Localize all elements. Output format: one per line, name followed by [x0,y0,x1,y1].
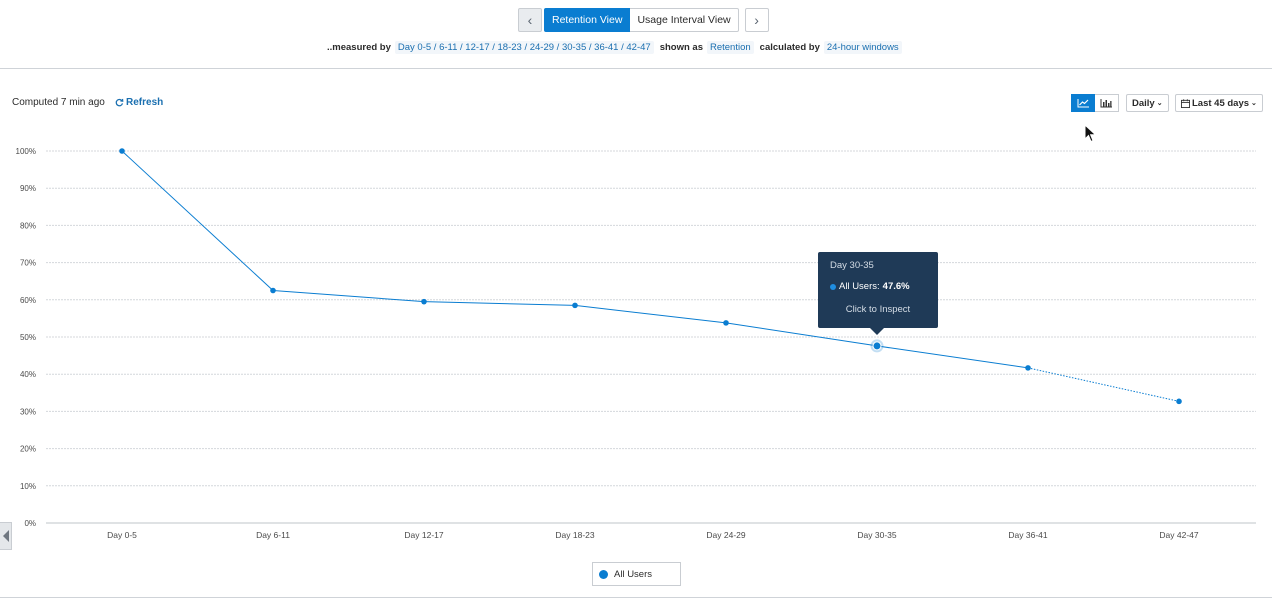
query-summary: ..measured by Day 0-5 / 6-11 / 12-17 / 1… [327,40,908,54]
previous-view-button[interactable]: ‹ [518,8,542,32]
shown-as-selector[interactable]: Retention [706,40,754,54]
date-range-label: Last 45 days [1192,97,1250,109]
panel-collapse-tab[interactable] [0,522,12,550]
series-line-segment [876,345,1029,369]
refresh-icon [115,98,124,107]
data-point [572,302,578,309]
measured-by-label: ..measured by [327,41,391,53]
series-line-segment [725,322,878,347]
y-tick-label: 50% [20,333,36,342]
tooltip-title: Day 30-35 [830,260,874,271]
series-dot-icon [830,283,836,290]
series-points [119,148,1182,405]
tooltip-series-row: All Users: 47.6% [830,281,926,292]
computed-status: Computed 7 min ago [12,97,105,108]
inspect-link[interactable]: Click to Inspect [845,304,911,315]
mouse-cursor-icon [1084,124,1097,143]
y-tick-label: 30% [20,407,36,416]
y-tick-label: 0% [24,519,36,528]
series-line-segment [1027,367,1180,402]
data-point-tooltip[interactable]: Day 30-35 All Users: 47.6% Click to Insp… [818,252,938,335]
line-chart-icon [1077,99,1089,108]
y-tick-label: 80% [20,221,36,230]
data-point [1025,365,1031,371]
chevron-down-icon: ⌄ [1251,100,1257,107]
y-tick-label: 10% [20,482,36,491]
legend-dot-icon [599,569,608,579]
next-view-button[interactable]: › [744,8,769,32]
bar-chart-icon [1100,99,1112,108]
chart-grid [46,150,1256,524]
view-switcher: ‹ Retention View Usage Interval View › [518,8,769,32]
chevron-left-icon: ‹ [527,12,533,28]
y-tick-label: 100% [16,147,36,156]
tooltip-value: 47.6% [882,281,910,292]
x-tick-label: Day 6-11 [256,530,290,540]
retention-line-chart: 0% 10% 20% 30% 40% 50% 60% 70% 80% 90% 100% Day 0-… [16,147,1256,540]
y-axis: 0% 10% 20% 30% 40% 50% 60% 70% 80% 90% 100% [16,147,36,528]
date-range-dropdown[interactable]: Last 45 days ⌄ [1175,94,1263,112]
series-line-segment [423,301,576,306]
refresh-label: Refresh [126,97,164,108]
y-tick-label: 90% [20,184,36,193]
chevron-right-icon: › [754,12,759,28]
chart-type-toggle [1071,94,1119,112]
interval-label: Daily [1132,97,1155,109]
y-tick-label: 70% [20,259,36,268]
x-tick-label: Day 12-17 [404,530,443,540]
line-chart-button[interactable] [1071,94,1095,112]
tab-retention-view[interactable]: Retention View [544,8,631,32]
x-tick-label: Day 30-35 [857,530,896,540]
measured-by-selector[interactable]: Day 0-5 / 6-11 / 12-17 / 18-23 / 24-29 /… [394,40,654,54]
series-all-users [121,150,1180,402]
header-divider [0,68,1272,69]
data-point [119,148,125,154]
tab-usage-interval-view[interactable]: Usage Interval View [630,8,739,32]
calculated-by-selector[interactable]: 24-hour windows [823,40,902,54]
x-tick-label: Day 36-41 [1008,530,1047,540]
calendar-icon [1181,98,1190,108]
series-line-segment [121,150,274,291]
x-tick-label: Day 18-23 [555,530,594,540]
data-point [723,320,729,326]
shown-as-label: shown as [659,41,703,53]
y-tick-label: 40% [20,370,36,379]
series-line-segment [272,290,425,303]
x-tick-label: Day 42-47 [1159,530,1198,540]
bar-chart-button[interactable] [1095,94,1119,112]
triangle-left-icon [2,530,9,542]
calculated-by-label: calculated by [759,41,820,53]
data-point [1176,398,1182,405]
refresh-button[interactable]: Refresh [115,97,163,108]
interval-dropdown[interactable]: Daily ⌄ [1126,94,1169,112]
x-axis: Day 0-5 Day 6-11 Day 12-17 Day 18-23 Day 24-… [107,530,1199,540]
legend-item-all-users[interactable]: All Users [592,562,681,586]
data-point-highlighted [872,341,882,351]
x-tick-label: Day 24-29 [706,530,745,540]
data-point [270,287,276,294]
tooltip-series-label: All Users: [839,281,880,292]
legend-label: All Users [614,568,653,580]
data-point [421,298,427,305]
y-tick-label: 20% [20,445,36,454]
series-line-segment [574,304,727,324]
footer-divider [0,597,1272,598]
chevron-down-icon: ⌄ [1156,100,1163,107]
y-tick-label: 60% [20,296,36,305]
x-tick-label: Day 0-5 [107,530,137,540]
